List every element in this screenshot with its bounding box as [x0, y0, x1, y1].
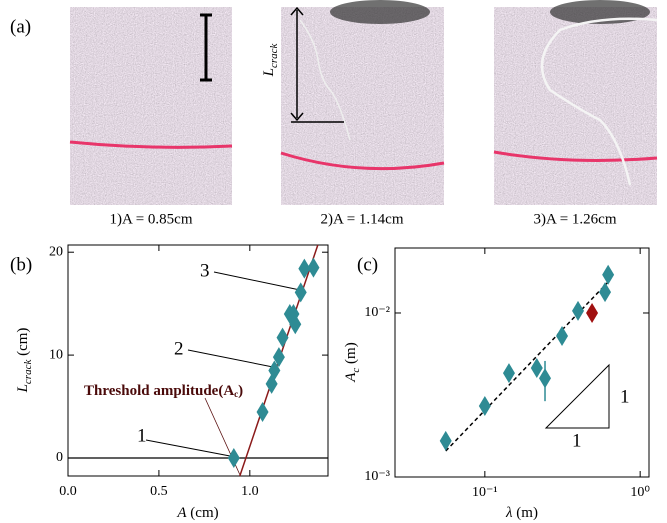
data-point	[287, 303, 300, 324]
data-point	[502, 363, 515, 384]
x-axis-label-unit: (m)	[513, 505, 538, 521]
y-tick-label: 10⁻³	[364, 469, 390, 484]
y-axis-label-unit: (m)	[343, 342, 359, 367]
slope-label: 1	[572, 430, 582, 451]
y-axis-label: Lcrack (cm)	[15, 328, 33, 394]
panel-label: (b)	[10, 254, 32, 275]
y-axis-label: Ac (m)	[343, 342, 361, 382]
y-tick-label: 20	[49, 244, 63, 259]
x-axis-label: λ (m)	[505, 505, 538, 521]
y-tick-label: 10⁻²	[364, 305, 390, 320]
x-tick-label: 10⁰	[630, 485, 650, 500]
data-point	[439, 430, 452, 451]
crack-label: Lcrack	[261, 43, 279, 78]
data-point	[298, 258, 311, 279]
data-point	[294, 282, 307, 303]
y-tick-label: 10	[49, 347, 63, 362]
data-point	[599, 282, 612, 303]
photo	[493, 0, 658, 205]
annotation: 2	[174, 338, 184, 359]
crack-label-base: L	[261, 68, 277, 77]
photo-caption: 3)A = 1.26cm	[533, 211, 616, 227]
data-point	[276, 327, 289, 348]
y-axis-label-sub: crack	[22, 359, 34, 385]
panel-label: (a)	[10, 16, 31, 37]
data-point	[478, 395, 491, 416]
annotation: 3	[200, 260, 210, 281]
x-axis-label: A (cm)	[176, 505, 218, 521]
annotation-tail: )	[238, 383, 243, 399]
x-tick-label: 1.0	[241, 484, 259, 499]
crack-label-sub: crack	[268, 43, 280, 69]
plot-frame	[67, 244, 329, 477]
data-point	[530, 357, 543, 378]
y-axis-label-var: L	[15, 384, 31, 393]
data-point	[272, 347, 285, 368]
annotation-sub: c	[234, 389, 238, 399]
y-axis-label-sub: c	[350, 368, 362, 373]
photo	[69, 7, 233, 205]
slope-label: 1	[620, 386, 630, 407]
data-point	[227, 447, 240, 468]
data-point	[256, 401, 269, 422]
photo: Lcrack	[261, 0, 445, 205]
x-axis-label-var: λ	[505, 505, 513, 521]
fit-line	[445, 281, 609, 452]
x-tick-label: 0.0	[59, 484, 77, 499]
annotation: Threshold amplitude(Ac)	[84, 383, 243, 399]
y-axis-label-unit: (cm)	[15, 328, 31, 360]
data-point	[307, 257, 320, 278]
x-axis-label-var: A	[176, 505, 187, 521]
data-point	[556, 325, 569, 346]
annotation: 1	[137, 425, 147, 446]
slope-triangle	[544, 363, 610, 429]
x-tick-label: 0.5	[150, 484, 168, 499]
plot-frame	[394, 247, 650, 478]
data-point	[572, 300, 585, 321]
panel-label: (c)	[357, 254, 378, 275]
x-tick-label: 10⁻¹	[472, 485, 498, 500]
x-axis-label-unit: (cm)	[187, 505, 219, 521]
photo-caption: 1)A = 0.85cm	[109, 211, 192, 227]
y-axis-label-var: A	[343, 372, 359, 383]
data-point	[602, 264, 615, 285]
annotation-text: Threshold amplitude(A	[84, 383, 234, 399]
y-tick-label: 0	[56, 450, 63, 465]
data-point	[586, 302, 599, 323]
data-point	[539, 368, 552, 389]
photo-caption: 2)A = 1.14cm	[320, 211, 403, 227]
data-point	[268, 360, 281, 381]
